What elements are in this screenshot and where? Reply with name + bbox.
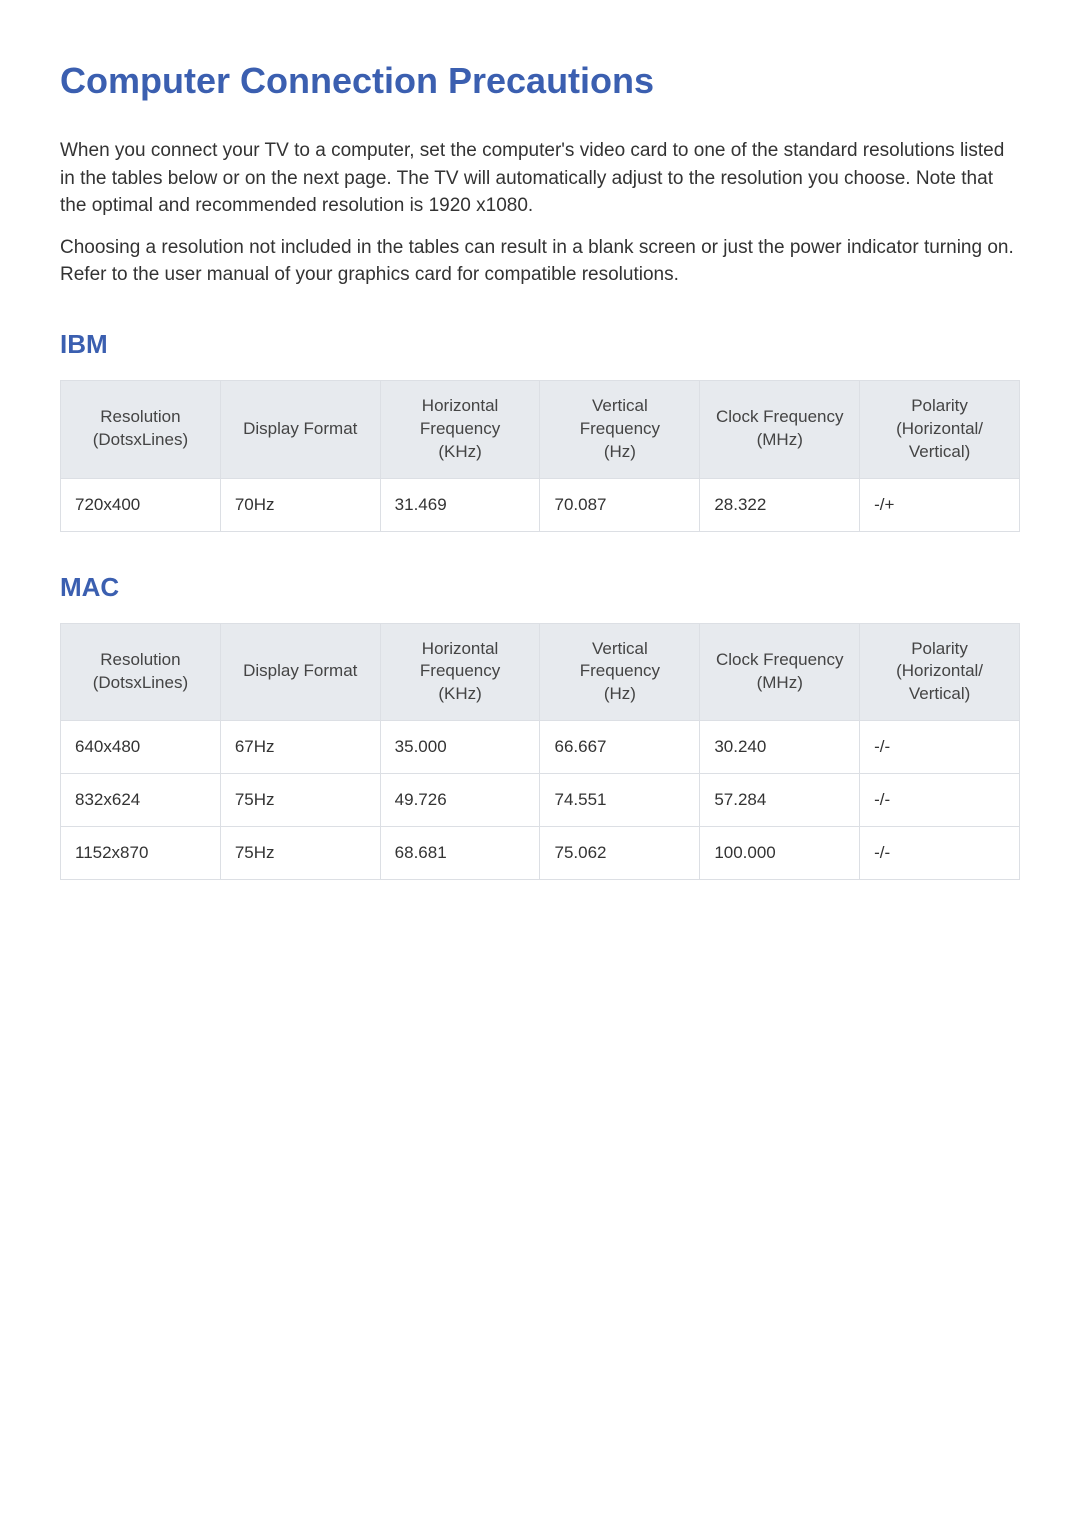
cell-resolution: 832x624	[61, 774, 221, 827]
col-vertical-freq: VerticalFrequency(Hz)	[540, 623, 700, 721]
cell-polarity: -/-	[860, 721, 1020, 774]
cell-resolution: 720x400	[61, 478, 221, 531]
cell-vertical-freq: 75.062	[540, 827, 700, 880]
cell-vertical-freq: 70.087	[540, 478, 700, 531]
cell-display-format: 67Hz	[220, 721, 380, 774]
cell-polarity: -/+	[860, 478, 1020, 531]
ibm-table: Resolution(DotsxLines) Display Format Ho…	[60, 380, 1020, 532]
col-clock-freq: Clock Frequency(MHz)	[700, 623, 860, 721]
col-polarity: Polarity(Horizontal/Vertical)	[860, 623, 1020, 721]
col-vertical-freq: VerticalFrequency(Hz)	[540, 380, 700, 478]
col-display-format: Display Format	[220, 623, 380, 721]
cell-display-format: 75Hz	[220, 827, 380, 880]
cell-clock-freq: 28.322	[700, 478, 860, 531]
cell-vertical-freq: 74.551	[540, 774, 700, 827]
col-display-format: Display Format	[220, 380, 380, 478]
table-row: 640x480 67Hz 35.000 66.667 30.240 -/-	[61, 721, 1020, 774]
table-row: 720x400 70Hz 31.469 70.087 28.322 -/+	[61, 478, 1020, 531]
page-title: Computer Connection Precautions	[60, 60, 1020, 102]
col-horizontal-freq: HorizontalFrequency(KHz)	[380, 623, 540, 721]
cell-horizontal-freq: 49.726	[380, 774, 540, 827]
table-row: 832x624 75Hz 49.726 74.551 57.284 -/-	[61, 774, 1020, 827]
cell-polarity: -/-	[860, 827, 1020, 880]
col-polarity: Polarity(Horizontal/Vertical)	[860, 380, 1020, 478]
cell-clock-freq: 30.240	[700, 721, 860, 774]
table-row: 1152x870 75Hz 68.681 75.062 100.000 -/-	[61, 827, 1020, 880]
intro-paragraph-1: When you connect your TV to a computer, …	[60, 137, 1020, 220]
table-header-row: Resolution(DotsxLines) Display Format Ho…	[61, 623, 1020, 721]
col-resolution: Resolution(DotsxLines)	[61, 380, 221, 478]
cell-horizontal-freq: 35.000	[380, 721, 540, 774]
cell-clock-freq: 100.000	[700, 827, 860, 880]
cell-polarity: -/-	[860, 774, 1020, 827]
mac-table: Resolution(DotsxLines) Display Format Ho…	[60, 623, 1020, 881]
cell-horizontal-freq: 68.681	[380, 827, 540, 880]
col-horizontal-freq: HorizontalFrequency(KHz)	[380, 380, 540, 478]
cell-horizontal-freq: 31.469	[380, 478, 540, 531]
col-clock-freq: Clock Frequency(MHz)	[700, 380, 860, 478]
cell-resolution: 640x480	[61, 721, 221, 774]
table-header-row: Resolution(DotsxLines) Display Format Ho…	[61, 380, 1020, 478]
cell-clock-freq: 57.284	[700, 774, 860, 827]
section-heading-ibm: IBM	[60, 329, 1020, 360]
intro-paragraph-2: Choosing a resolution not included in th…	[60, 234, 1020, 289]
cell-vertical-freq: 66.667	[540, 721, 700, 774]
cell-resolution: 1152x870	[61, 827, 221, 880]
section-heading-mac: MAC	[60, 572, 1020, 603]
cell-display-format: 70Hz	[220, 478, 380, 531]
col-resolution: Resolution(DotsxLines)	[61, 623, 221, 721]
cell-display-format: 75Hz	[220, 774, 380, 827]
